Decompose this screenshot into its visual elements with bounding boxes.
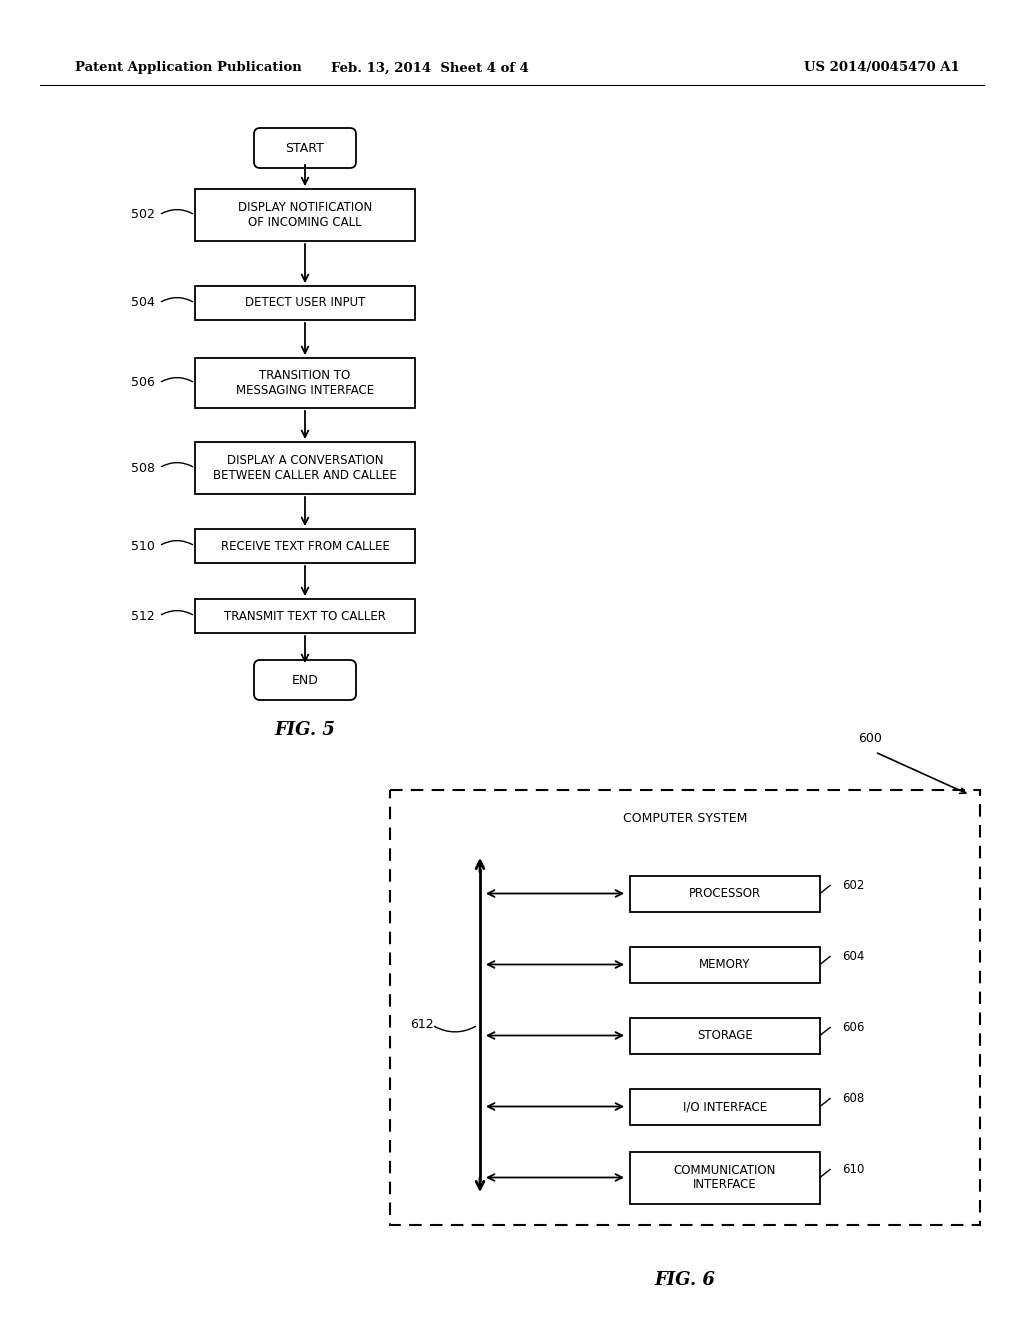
Text: 508: 508: [131, 462, 155, 474]
Bar: [630, 1089, 820, 1125]
Text: END: END: [292, 673, 318, 686]
Text: TRANSMIT TEXT TO CALLER: TRANSMIT TEXT TO CALLER: [224, 610, 386, 623]
Text: STORAGE: STORAGE: [697, 1030, 753, 1041]
Text: MEMORY: MEMORY: [699, 958, 751, 972]
Bar: [195, 189, 415, 242]
Bar: [630, 1018, 820, 1053]
Bar: [195, 286, 415, 319]
Text: Feb. 13, 2014  Sheet 4 of 4: Feb. 13, 2014 Sheet 4 of 4: [331, 62, 529, 74]
Text: DISPLAY NOTIFICATION
OF INCOMING CALL: DISPLAY NOTIFICATION OF INCOMING CALL: [238, 201, 372, 228]
Bar: [390, 789, 980, 1225]
Bar: [630, 946, 820, 982]
Bar: [195, 442, 415, 494]
Text: COMMUNICATION
INTERFACE: COMMUNICATION INTERFACE: [674, 1163, 776, 1192]
Text: FIG. 6: FIG. 6: [654, 1271, 716, 1290]
Text: 608: 608: [842, 1092, 864, 1105]
Text: 600: 600: [858, 731, 882, 744]
FancyBboxPatch shape: [254, 128, 356, 168]
Text: Patent Application Publication: Patent Application Publication: [75, 62, 302, 74]
Text: 604: 604: [842, 950, 864, 964]
Text: START: START: [286, 141, 325, 154]
Text: COMPUTER SYSTEM: COMPUTER SYSTEM: [623, 812, 748, 825]
Text: RECEIVE TEXT FROM CALLEE: RECEIVE TEXT FROM CALLEE: [220, 540, 389, 553]
Bar: [630, 1151, 820, 1204]
Bar: [195, 529, 415, 564]
Text: TRANSITION TO
MESSAGING INTERFACE: TRANSITION TO MESSAGING INTERFACE: [236, 370, 374, 397]
Text: 510: 510: [131, 540, 155, 553]
Text: 502: 502: [131, 209, 155, 222]
Text: 504: 504: [131, 297, 155, 309]
Text: FIG. 5: FIG. 5: [274, 721, 336, 739]
Bar: [195, 599, 415, 634]
Text: 610: 610: [842, 1163, 864, 1176]
Text: 602: 602: [842, 879, 864, 892]
Text: US 2014/0045470 A1: US 2014/0045470 A1: [804, 62, 961, 74]
Text: 506: 506: [131, 376, 155, 389]
Text: 606: 606: [842, 1020, 864, 1034]
Text: PROCESSOR: PROCESSOR: [689, 887, 761, 900]
Bar: [195, 358, 415, 408]
Bar: [630, 875, 820, 912]
Text: 612: 612: [410, 1019, 433, 1031]
Text: DISPLAY A CONVERSATION
BETWEEN CALLER AND CALLEE: DISPLAY A CONVERSATION BETWEEN CALLER AN…: [213, 454, 397, 482]
Text: DETECT USER INPUT: DETECT USER INPUT: [245, 297, 366, 309]
Text: 512: 512: [131, 610, 155, 623]
FancyBboxPatch shape: [254, 660, 356, 700]
Text: I/O INTERFACE: I/O INTERFACE: [683, 1100, 767, 1113]
